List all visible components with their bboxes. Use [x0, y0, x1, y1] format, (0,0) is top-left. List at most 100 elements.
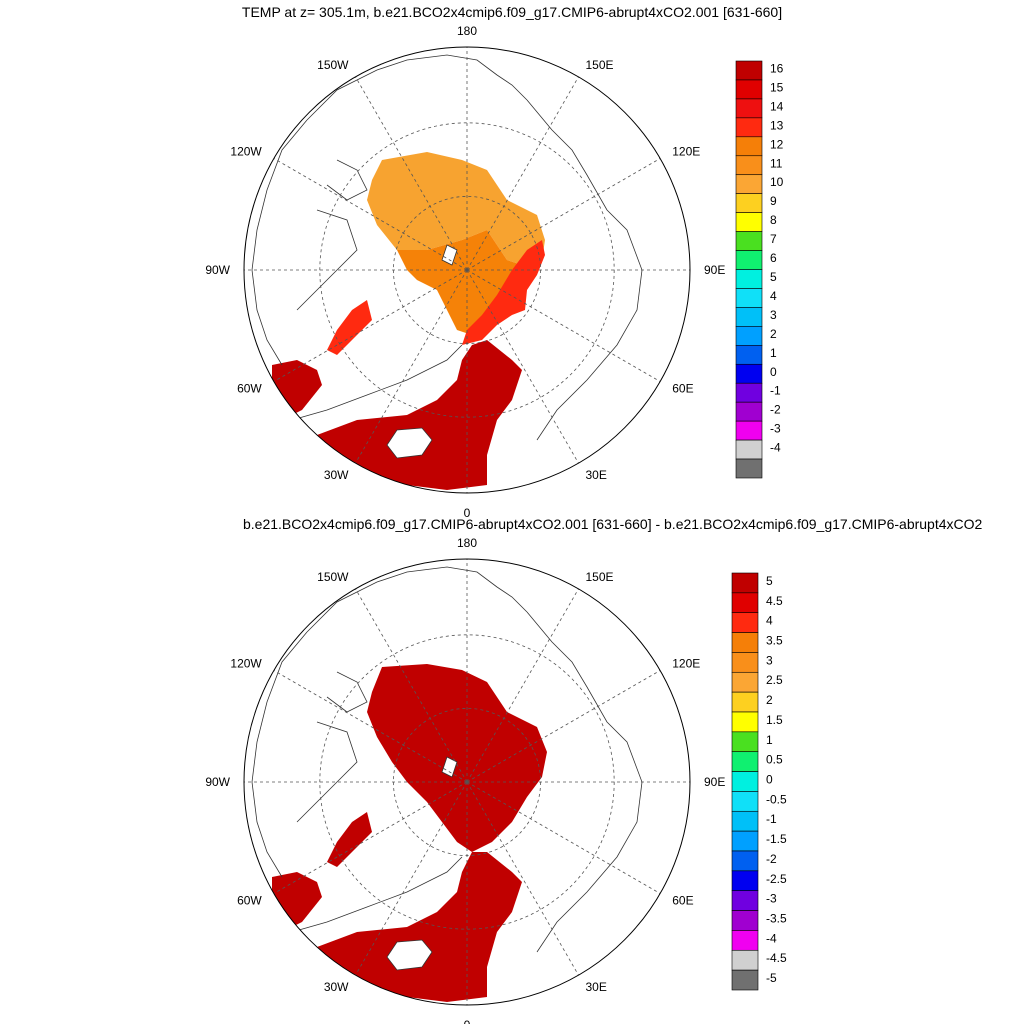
colorbar-swatch [731, 652, 759, 673]
colorbar-swatch [731, 612, 759, 633]
colorbar-label: 4 [770, 289, 777, 303]
lon-label-60E: 60E [672, 382, 693, 396]
meridian-10 [273, 670, 468, 783]
colorbar-swatch [735, 458, 763, 479]
anomaly-region-arctic [367, 664, 547, 852]
map-boundary [243, 46, 691, 494]
colorbar-label: -2 [766, 852, 777, 866]
map-interior [251, 566, 643, 1002]
colorbar-label: 1 [770, 346, 777, 360]
land-hole-islands [441, 244, 458, 266]
colorbar-label: 10 [770, 175, 784, 189]
colorbar-label: 1.5 [766, 713, 783, 727]
colorbar-label: -3.5 [766, 912, 787, 926]
meridian-11 [355, 76, 468, 271]
colorbar-swatch [731, 930, 759, 951]
colorbar-swatch [731, 751, 759, 772]
colorbar-label: 12 [770, 137, 784, 151]
map-boundary [243, 558, 691, 1006]
colorbar-label: 8 [770, 213, 777, 227]
colorbar-label: 2 [770, 327, 777, 341]
colorbar-swatch [731, 771, 759, 792]
lon-label-90W: 90W [205, 263, 230, 277]
colorbar-swatch [735, 174, 763, 194]
colorbar-label: -3 [770, 422, 781, 436]
coastline-6 [291, 856, 463, 933]
colorbar-label: 0 [770, 365, 777, 379]
colorbar-label: -4 [770, 441, 781, 455]
colorbar-swatch [731, 572, 759, 594]
colorbar-swatch [735, 288, 763, 308]
colorbar-swatch [735, 326, 763, 346]
colorbar-swatch [731, 949, 759, 971]
colorbar-label: -4 [766, 931, 777, 945]
coastline-3 [251, 119, 308, 366]
colorbar-swatch [731, 969, 759, 991]
meridian-1 [466, 76, 579, 271]
colorbar-label: 9 [770, 194, 777, 208]
colorbar-swatch [735, 193, 763, 213]
colorbar-label: 2.5 [766, 673, 783, 687]
colorbar-swatch [735, 382, 763, 403]
lon-label-60W: 60W [237, 382, 262, 396]
colorbar-swatch [735, 269, 763, 289]
colorbar-swatch [735, 250, 763, 270]
lon-label-180: 180 [457, 536, 477, 550]
lon-label-120W: 120W [230, 657, 262, 671]
coastline-5 [326, 159, 368, 201]
panel1-title: TEMP at z= 305.1m, b.e21.BCO2x4cmip6.f09… [241, 4, 783, 20]
meridian-8 [273, 781, 468, 894]
lon-label-180: 180 [457, 24, 477, 38]
colorbar-label: -3 [766, 892, 777, 906]
lon-label-150W: 150W [317, 570, 349, 584]
colorbar-label: 1 [766, 733, 773, 747]
colorbar-label: 14 [770, 99, 784, 113]
lon-label-150W: 150W [317, 58, 349, 72]
colorbar-2: 5 4.5 4 3.5 3 2.5 2 1.5 1 0.5 0 -0.5 -1 -1.5 -2 -2.5 -3 -… [731, 572, 787, 991]
meridian-4 [466, 269, 661, 382]
colorbar-label: 11 [770, 156, 783, 170]
colorbar-label: 16 [770, 61, 784, 75]
colorbar-swatch [735, 136, 763, 157]
colorbar-label: 3 [766, 653, 773, 667]
lon-label-90E: 90E [704, 263, 725, 277]
meridian-10 [273, 158, 468, 271]
colorbar-label: -2.5 [766, 872, 787, 886]
colorbar-label: -2 [770, 403, 781, 417]
colorbar-label: 13 [770, 118, 784, 132]
latitude-circle-1 [319, 122, 615, 418]
lon-label-30E: 30E [586, 980, 607, 994]
coastline-4 [296, 209, 358, 311]
lon-label-30E: 30E [586, 468, 607, 482]
colorbar-swatch [731, 731, 759, 753]
colorbar-label: 6 [770, 251, 777, 265]
colorbar-swatch [731, 632, 759, 653]
anomaly-region-atlantic [317, 852, 522, 1002]
colorbar-label: 0 [766, 773, 773, 787]
colorbar-label: 4 [766, 614, 773, 628]
panel2-title: b.e21.BCO2x4cmip6.f09_g17.CMIP6-abrupt4x… [243, 516, 983, 532]
meridian-5 [466, 269, 579, 464]
meridian-7 [355, 781, 468, 976]
colorbar-label: -1.5 [766, 832, 787, 846]
land-hole-iceland [386, 939, 433, 971]
coastline-1 [306, 566, 528, 633]
temp-region-10-11 [367, 152, 545, 265]
colorbar-swatch [735, 155, 763, 176]
colorbar-swatch [735, 117, 763, 138]
lon-label-0: 0 [464, 1018, 471, 1024]
temp-region-13-14 [462, 240, 545, 345]
colorbar-label: -0.5 [766, 792, 787, 806]
colorbar-label: -5 [766, 971, 777, 985]
colorbar-label: -1 [766, 812, 777, 826]
colorbar-swatch [731, 810, 759, 832]
lon-label-0: 0 [464, 506, 471, 520]
colorbar-swatch [731, 671, 759, 693]
colorbar-swatch [735, 420, 763, 441]
colorbar-swatch [735, 212, 763, 232]
lon-label-150E: 150E [586, 570, 614, 584]
colorbar-swatch [735, 79, 763, 100]
land-hole-islands [441, 756, 458, 778]
